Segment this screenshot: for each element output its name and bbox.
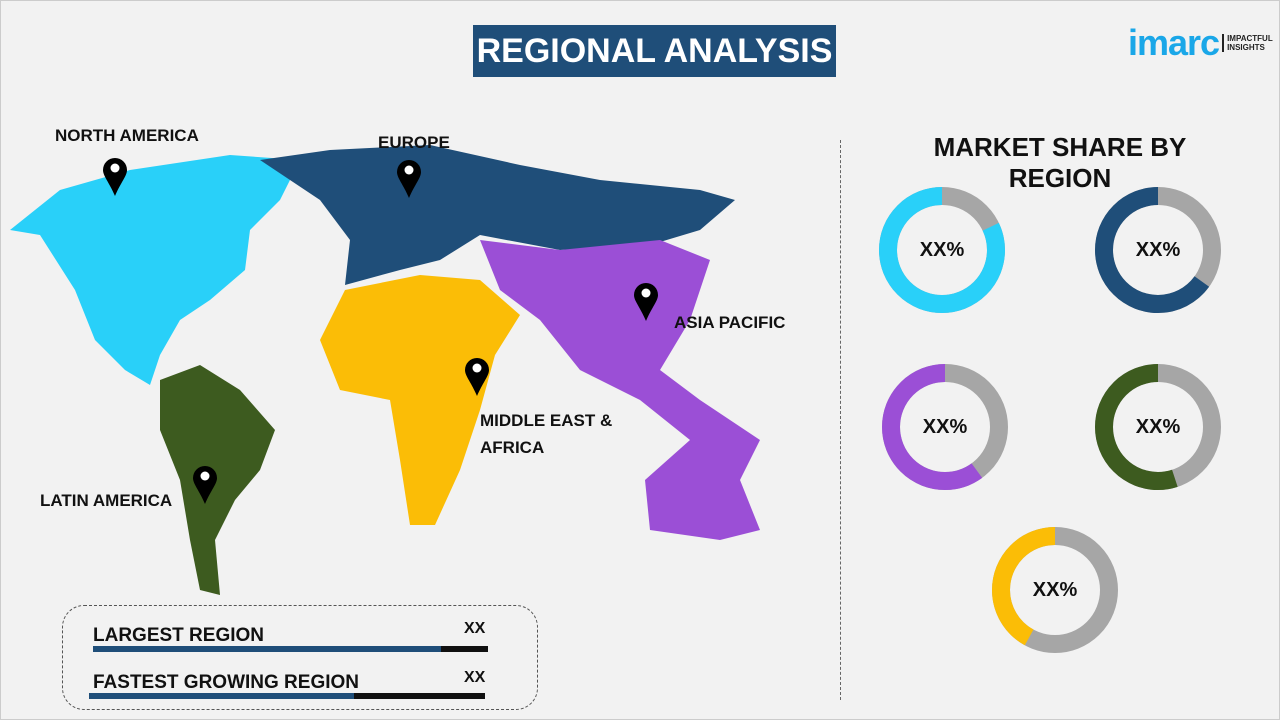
donut-fill xyxy=(882,364,1008,490)
region-europe xyxy=(260,145,735,285)
label-europe: EUROPE xyxy=(378,133,450,152)
donut-label: XX% xyxy=(1135,416,1181,438)
pin-icon xyxy=(103,158,127,196)
divider xyxy=(840,140,841,700)
label-north-america: NORTH AMERICA xyxy=(55,126,199,145)
map-pins xyxy=(103,158,658,504)
fastest-region-label: FASTEST GROWING REGION xyxy=(93,672,360,693)
largest-region-bar xyxy=(93,646,488,652)
donut-chart: XX% xyxy=(880,362,1010,492)
page-title: REGIONAL ANALYSIS xyxy=(473,25,836,77)
region-north-america xyxy=(10,155,300,385)
donut-chart: XX% xyxy=(1093,185,1223,315)
fastest-region-bar xyxy=(89,693,485,699)
summary-box xyxy=(62,605,538,710)
donut-fill xyxy=(1095,364,1221,490)
largest-region-label: LARGEST REGION xyxy=(93,625,265,646)
region-latin-america xyxy=(160,365,275,595)
pin-icon xyxy=(465,358,489,396)
donut-chart: XX% xyxy=(990,525,1120,655)
label-latin-america: LATIN AMERICA xyxy=(40,491,173,510)
donut-label: XX% xyxy=(1032,579,1078,601)
donut-label: XX% xyxy=(922,416,968,438)
donut-fill xyxy=(879,187,1005,313)
donut-fill xyxy=(1095,187,1221,313)
region-middle-east-africa xyxy=(320,275,520,525)
donut-chart: XX% xyxy=(877,185,1007,315)
donut-label: XX% xyxy=(919,239,965,261)
label-middle-east-africa: MIDDLE EAST & AFRICA xyxy=(480,411,613,457)
donut-fill xyxy=(992,527,1118,653)
largest-region-value: XX xyxy=(464,620,486,637)
pin-icon xyxy=(397,160,421,198)
market-share-title: MARKET SHARE BY REGION xyxy=(933,132,1187,193)
world-map xyxy=(10,145,760,595)
imarc-logo: imarc IMPACTFUL INSIGHTS xyxy=(1128,22,1273,63)
fastest-region-value: XX xyxy=(464,669,486,686)
pin-icon xyxy=(193,466,217,504)
donut-label: XX% xyxy=(1135,239,1181,261)
label-asia-pacific: ASIA PACIFIC xyxy=(674,313,786,332)
donut-chart: XX% xyxy=(1093,362,1223,492)
pin-icon xyxy=(634,283,658,321)
region-asia-pacific xyxy=(480,240,760,540)
